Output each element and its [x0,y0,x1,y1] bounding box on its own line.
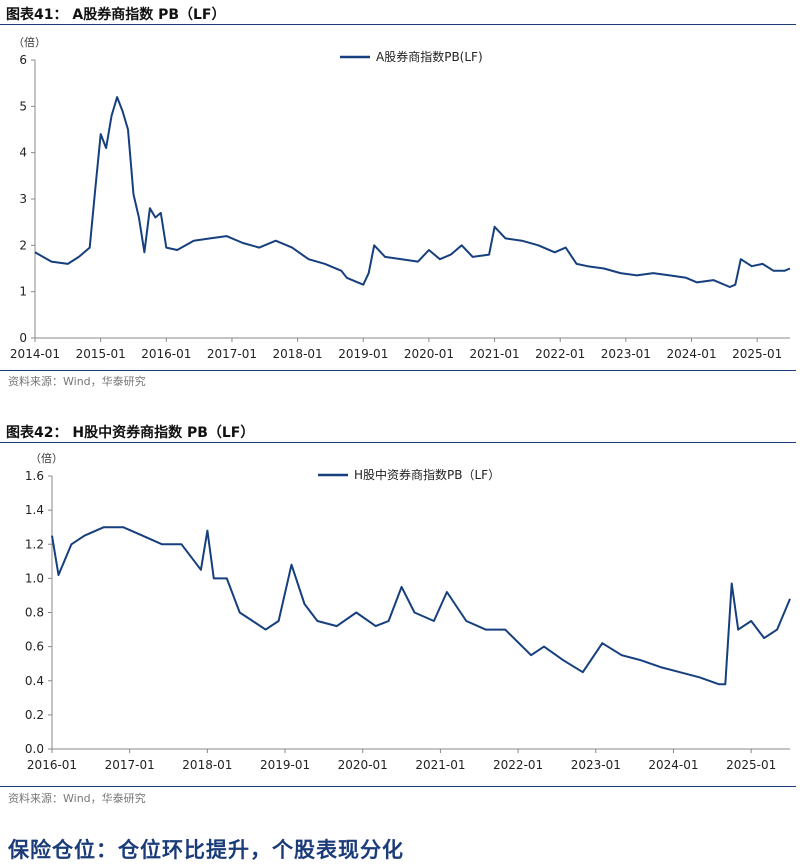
chart-1-source: 资料来源：Wind，华泰研究 [8,375,146,388]
chart-a-x-tick-label: 2017-01 [207,347,257,361]
chart-a-y-tick-label: 4 [19,146,27,160]
chart-a-x-tick-label: 2024-01 [666,347,716,361]
chart-b-y-tick-label: 1.6 [25,469,44,483]
chart-a-series-line-0 [34,96,791,288]
chart-b-x-tick-label: 2020-01 [338,758,388,772]
section-heading: 保险仓位：仓位环比提升，个股表现分化 [8,838,404,862]
chart-a-x-tick-label: 2022-01 [535,347,585,361]
chart-b-y-tick-label: 1.2 [25,537,44,551]
chart-a-legend-label: A股券商指数PB(LF) [376,49,483,64]
chart-a-x-tick-label: 2020-01 [404,347,454,361]
chart-b-y-tick-label: 0.8 [25,606,44,620]
chart-b-x-tick-label: 2022-01 [493,758,543,772]
chart-b-series-line-0 [51,526,791,686]
chart-1-title: 图表41： A股券商指数 PB（LF） [6,7,226,23]
chart-a-plot: （倍） 0 1 2 3 4 5 6 2014-01 2015-01 2016-01 2017-01 20… [10,35,791,361]
chart-b-y-tick-label: 1.4 [25,503,44,517]
chart-a-x-tick-label: 2019-01 [338,347,388,361]
chart-2-source: 资料来源：Wind，华泰研究 [8,792,146,805]
chart-b-legend-label: H股中资券商指数PB（LF） [354,467,500,482]
chart-a-y-tick-label: 2 [19,238,27,252]
chart-b-x-tick-label: 2021-01 [415,758,465,772]
chart-b-y-tick-label: 0.4 [25,674,44,688]
chart-b-x-tick-label: 2023-01 [571,758,621,772]
chart-b-plot: （倍） 0.0 0.2 0.4 0.6 0.8 1.0 1.2 1.4 1.6 2016-01 201… [25,451,791,772]
chart-a-x-tick-label: 2016-01 [141,347,191,361]
chart-b-y-tick-label: 1.0 [25,571,44,585]
chart-a-x-tick-label: 2021-01 [469,347,519,361]
chart-a-y-tick-label: 6 [19,53,27,67]
chart-a-x-tick-label: 2015-01 [76,347,126,361]
chart-a-y-tick-label: 0 [19,331,27,345]
chart-2-source-rule [0,786,796,787]
chart-a-y-tick-label: 3 [19,192,27,206]
chart-a-x-tick-label: 2014-01 [10,347,60,361]
chart-2-title: 图表42： H股中资券商指数 PB（LF） [6,425,255,441]
chart-2-title-rule [0,442,796,443]
chart-b-y-tick-label: 0.0 [25,742,44,756]
chart-b-x-tick-label: 2017-01 [105,758,155,772]
chart-b-x-tick-label: 2024-01 [648,758,698,772]
chart-b-x-tick-label: 2019-01 [260,758,310,772]
chart-b-x-tick-label: 2018-01 [182,758,232,772]
chart-a-x-tick-label: 2025-01 [732,347,782,361]
chart-1-source-rule [0,370,796,371]
chart-b-x-tick-label: 2016-01 [27,758,77,772]
chart-1-title-rule [0,24,796,25]
chart-b-unit-label: （倍） [30,451,63,465]
chart-a-y-tick-label: 1 [19,285,27,299]
chart-b-x-tick-label: 2025-01 [726,758,776,772]
chart-a-x-tick-label: 2023-01 [601,347,651,361]
chart-a-x-tick-label: 2018-01 [273,347,323,361]
chart-a-y-tick-label: 5 [19,99,27,113]
chart-b-y-tick-label: 0.6 [25,640,44,654]
chart-b-y-tick-label: 0.2 [25,708,44,722]
chart-a-unit-label: （倍） [13,35,46,49]
